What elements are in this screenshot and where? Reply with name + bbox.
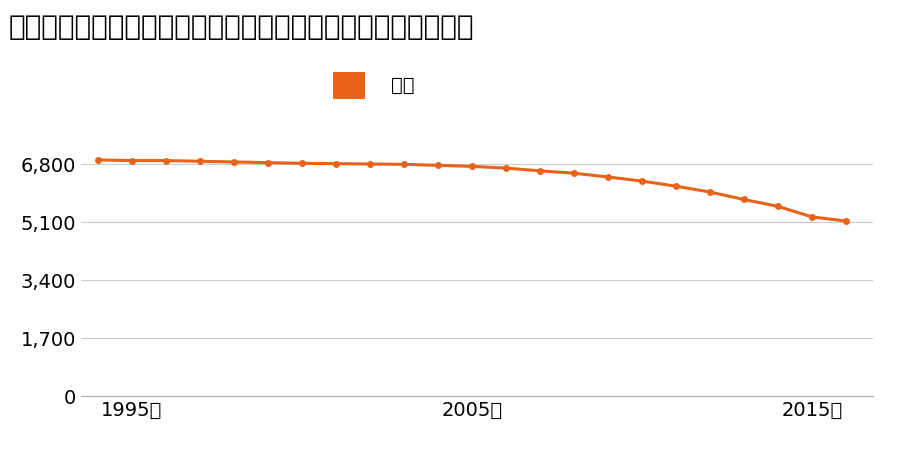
Text: 鳥取県八頭郡若桜町大字高野字ムネソリ４９７番外の地価推移: 鳥取県八頭郡若桜町大字高野字ムネソリ４９７番外の地価推移 bbox=[9, 14, 474, 41]
Text: 価格: 価格 bbox=[392, 76, 415, 95]
